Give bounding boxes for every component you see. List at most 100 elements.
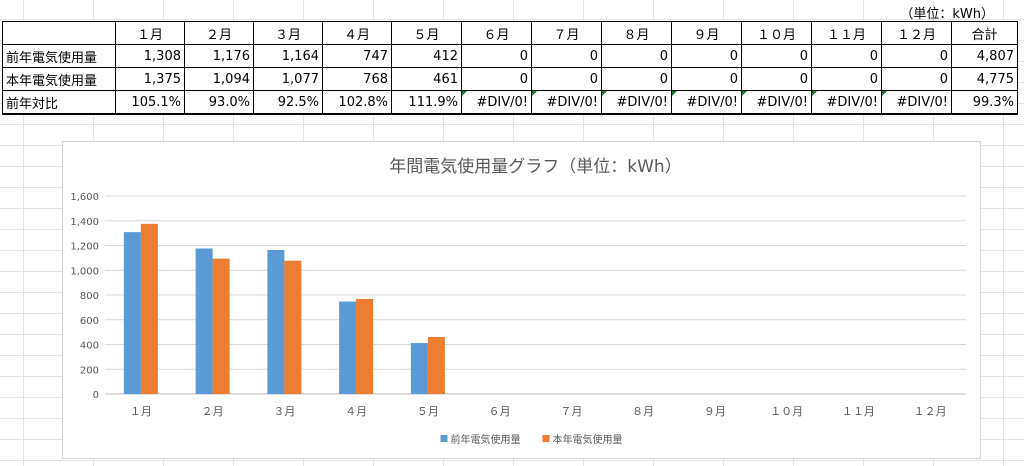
bar bbox=[339, 301, 357, 394]
y-tick-label: 1,600 bbox=[70, 192, 99, 203]
table-cell[interactable]: #DIV/0! bbox=[461, 90, 532, 115]
x-tick-label: １２月 bbox=[914, 405, 947, 418]
bar bbox=[212, 258, 230, 394]
table-cell[interactable]: #DIV/0! bbox=[601, 90, 672, 115]
table-cell[interactable]: 0 bbox=[811, 67, 882, 91]
table-cell[interactable]: 4,775 bbox=[951, 67, 1018, 91]
bar bbox=[140, 223, 158, 394]
column-header[interactable]: ２月 bbox=[184, 21, 254, 45]
table-cell[interactable]: 93.0% bbox=[184, 90, 254, 115]
column-header[interactable]: ８月 bbox=[601, 21, 672, 45]
x-tick-label: １月 bbox=[130, 405, 152, 418]
x-tick-label: ３月 bbox=[273, 405, 295, 418]
bar-chart: 年間電気使用量グラフ（単位：kWh） 0 200 400 600 800 1,000 1,20… bbox=[70, 156, 966, 446]
table-cell[interactable]: 105.1% bbox=[115, 90, 185, 115]
table-row: 前年対比 105.1% 93.0% 92.5% 102.8% 111.9% #DIV/0! #… bbox=[2, 90, 1018, 115]
table-cell[interactable]: 4,807 bbox=[951, 44, 1018, 68]
table-cell[interactable]: 1,164 bbox=[253, 44, 323, 68]
table-corner-cell[interactable] bbox=[2, 21, 116, 45]
x-tick-label: ７月 bbox=[560, 405, 582, 418]
column-header[interactable]: ３月 bbox=[253, 21, 323, 45]
table-cell[interactable]: #DIV/0! bbox=[671, 90, 742, 115]
table-cell[interactable]: 1,077 bbox=[253, 67, 323, 91]
column-header[interactable]: １月 bbox=[115, 21, 185, 45]
table-cell[interactable]: 0 bbox=[741, 67, 812, 91]
table-cell[interactable]: 0 bbox=[881, 67, 952, 91]
legend-swatch bbox=[440, 435, 448, 442]
row-label[interactable]: 前年電気使用量 bbox=[2, 44, 116, 68]
table-cell[interactable]: 0 bbox=[461, 67, 532, 91]
table-cell[interactable]: #DIV/0! bbox=[531, 90, 602, 115]
unit-note: （単位：kWh） bbox=[900, 7, 994, 22]
column-header[interactable]: ６月 bbox=[461, 21, 532, 45]
table-cell[interactable]: 102.8% bbox=[322, 90, 392, 115]
table-cell[interactable]: 1,176 bbox=[184, 44, 254, 68]
bar bbox=[410, 343, 428, 394]
table-cell[interactable]: #DIV/0! bbox=[811, 90, 882, 115]
bar bbox=[356, 298, 374, 394]
x-tick-label: ２月 bbox=[202, 405, 224, 418]
y-tick-label: 800 bbox=[80, 291, 99, 302]
column-header[interactable]: ４月 bbox=[322, 21, 392, 45]
legend-label: 本年電気使用量 bbox=[553, 433, 623, 446]
table-cell[interactable]: 412 bbox=[391, 44, 462, 68]
x-tick-label: １０月 bbox=[770, 405, 803, 418]
legend-swatch bbox=[542, 435, 550, 442]
table-cell[interactable]: 111.9% bbox=[391, 90, 462, 115]
table-cell[interactable]: 99.3% bbox=[951, 90, 1018, 115]
column-header[interactable]: １０月 bbox=[741, 21, 812, 45]
table-cell[interactable]: 0 bbox=[461, 44, 532, 68]
table-cell[interactable]: 0 bbox=[531, 44, 602, 68]
table-cell[interactable]: 0 bbox=[671, 44, 742, 68]
table-cell[interactable]: 0 bbox=[601, 67, 672, 91]
bar bbox=[267, 249, 285, 394]
column-header[interactable]: ９月 bbox=[671, 21, 742, 45]
table-row: 前年電気使用量 1,308 1,176 1,164 747 412 0 0 0 0 0 0 0 4,807 bbox=[2, 44, 1018, 68]
column-header[interactable]: １２月 bbox=[881, 21, 952, 45]
usage-table: １月 ２月 ３月 ４月 ５月 ６月 ７月 ８月 ９月 １０月 １１月 １２月 合計 前年電気使用量 1,30… bbox=[2, 21, 1018, 115]
column-header[interactable]: ７月 bbox=[531, 21, 602, 45]
y-tick-label: 600 bbox=[80, 316, 99, 327]
bar bbox=[123, 232, 141, 394]
table-cell[interactable]: 1,308 bbox=[115, 44, 185, 68]
row-label[interactable]: 本年電気使用量 bbox=[2, 67, 116, 91]
table-cell[interactable]: #DIV/0! bbox=[881, 90, 952, 115]
y-tick-label: 1,200 bbox=[70, 242, 99, 253]
y-tick-label: 400 bbox=[80, 341, 99, 352]
column-header[interactable]: １１月 bbox=[811, 21, 882, 45]
x-tick-label: ６月 bbox=[489, 405, 511, 418]
bar bbox=[284, 260, 302, 394]
x-tick-label: ９月 bbox=[704, 405, 726, 418]
x-tick-label: ８月 bbox=[632, 405, 654, 418]
bar bbox=[427, 336, 445, 394]
x-tick-label: ５月 bbox=[417, 405, 439, 418]
table-cell[interactable]: 92.5% bbox=[253, 90, 323, 115]
y-tick-label: 0 bbox=[93, 390, 99, 401]
y-tick-label: 1,400 bbox=[70, 217, 99, 228]
table-row: 本年電気使用量 1,375 1,094 1,077 768 461 0 0 0 0 0 0 0 4,775 bbox=[2, 67, 1018, 91]
chart-area[interactable]: 年間電気使用量グラフ（単位：kWh） 0 200 400 600 800 1,000 1,20… bbox=[62, 141, 981, 459]
x-tick-label: １１月 bbox=[842, 405, 875, 418]
table-cell[interactable]: 0 bbox=[741, 44, 812, 68]
x-tick-label: ４月 bbox=[345, 405, 367, 418]
y-tick-label: 200 bbox=[80, 365, 99, 376]
table-header-row: １月 ２月 ３月 ４月 ５月 ６月 ７月 ８月 ９月 １０月 １１月 １２月 合計 bbox=[2, 21, 1018, 45]
table-cell[interactable]: 1,094 bbox=[184, 67, 254, 91]
chart-title: 年間電気使用量グラフ（単位：kWh） bbox=[389, 156, 681, 177]
table-cell[interactable]: 1,375 bbox=[115, 67, 185, 91]
table-cell[interactable]: 747 bbox=[322, 44, 392, 68]
table-cell[interactable]: 0 bbox=[531, 67, 602, 91]
column-header[interactable]: ５月 bbox=[391, 21, 462, 45]
table-cell[interactable]: 0 bbox=[601, 44, 672, 68]
y-tick-label: 1,000 bbox=[70, 266, 99, 277]
table-cell[interactable]: 461 bbox=[391, 67, 462, 91]
table-cell[interactable]: 0 bbox=[811, 44, 882, 68]
table-cell[interactable]: #DIV/0! bbox=[741, 90, 812, 115]
table-cell[interactable]: 0 bbox=[671, 67, 742, 91]
table-cell[interactable]: 0 bbox=[881, 44, 952, 68]
row-label[interactable]: 前年対比 bbox=[2, 90, 116, 115]
column-header[interactable]: 合計 bbox=[951, 21, 1018, 45]
bar bbox=[195, 248, 213, 394]
table-cell[interactable]: 768 bbox=[322, 67, 392, 91]
legend-label: 前年電気使用量 bbox=[451, 433, 521, 446]
